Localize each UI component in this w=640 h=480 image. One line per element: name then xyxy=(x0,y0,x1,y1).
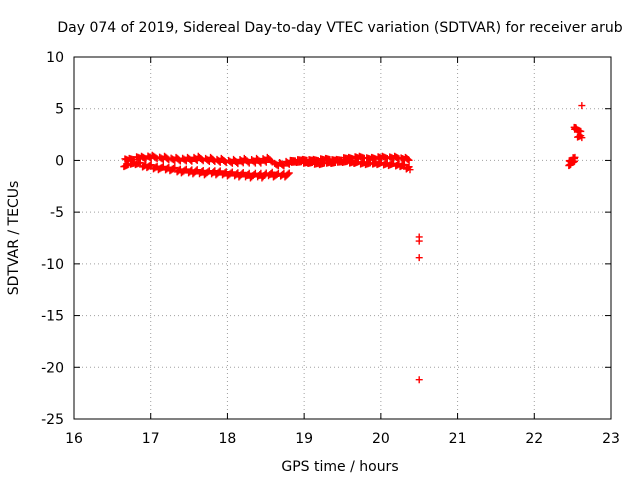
data-point xyxy=(262,158,270,166)
data-point xyxy=(578,102,586,110)
y-axis-label: SDTVAR / TECUs xyxy=(6,181,22,296)
data-point xyxy=(257,159,265,167)
chart-title: Day 074 of 2019, Sidereal Day-to-day VTE… xyxy=(57,20,622,36)
data-point xyxy=(171,164,179,172)
data-point xyxy=(280,162,288,170)
y-tick-label: 0 xyxy=(55,153,64,169)
data-point xyxy=(193,166,201,174)
data-point xyxy=(239,169,247,177)
data-point xyxy=(267,157,275,165)
data-point xyxy=(244,170,252,178)
data-point xyxy=(256,158,264,166)
data-point xyxy=(233,159,241,167)
data-point xyxy=(578,134,586,142)
data-point xyxy=(136,159,144,167)
data-point xyxy=(181,166,189,174)
data-point xyxy=(279,161,287,169)
data-point xyxy=(192,167,200,175)
data-point xyxy=(267,169,275,177)
data-point xyxy=(571,153,579,161)
y-tick-label: -15 xyxy=(41,309,64,325)
y-tick-label: -10 xyxy=(41,257,64,273)
data-point xyxy=(245,169,253,177)
y-tick-label: -25 xyxy=(41,412,64,428)
grid-lines xyxy=(74,57,611,419)
data-points xyxy=(120,102,586,384)
x-tick-label: 21 xyxy=(449,431,467,447)
axis-ticks: 16 17 18 19 20 21 22 23 -25 -20 -15 -10 -5 0 5 10 xyxy=(41,50,620,447)
plot-frame xyxy=(73,56,612,420)
data-point xyxy=(147,161,155,169)
data-point xyxy=(415,376,423,384)
x-tick-label: 22 xyxy=(525,431,543,447)
data-point xyxy=(268,168,276,176)
data-point xyxy=(406,166,414,174)
data-point xyxy=(415,237,423,245)
x-axis-label: GPS time / hours xyxy=(281,459,398,475)
data-point xyxy=(158,163,166,171)
x-tick-label: 18 xyxy=(219,431,237,447)
data-point xyxy=(284,170,292,178)
y-tick-label: -5 xyxy=(50,205,64,221)
data-point xyxy=(216,167,224,175)
data-point xyxy=(245,159,253,167)
data-point xyxy=(170,164,178,172)
x-tick-label: 16 xyxy=(65,431,83,447)
data-point xyxy=(400,160,408,168)
x-tick-label: 19 xyxy=(295,431,313,447)
x-tick-label: 20 xyxy=(372,431,390,447)
x-tick-label: 23 xyxy=(602,431,620,447)
data-point xyxy=(415,254,423,262)
y-tick-label: -20 xyxy=(41,360,64,376)
y-tick-label: 5 xyxy=(55,102,64,118)
data-point xyxy=(227,169,235,177)
data-point xyxy=(146,161,154,169)
data-point xyxy=(244,158,252,166)
data-point xyxy=(404,156,412,164)
data-point xyxy=(405,156,413,164)
data-point xyxy=(285,169,293,177)
x-tick-label: 17 xyxy=(142,431,160,447)
y-tick-label: 10 xyxy=(46,50,64,66)
data-point xyxy=(238,170,246,178)
